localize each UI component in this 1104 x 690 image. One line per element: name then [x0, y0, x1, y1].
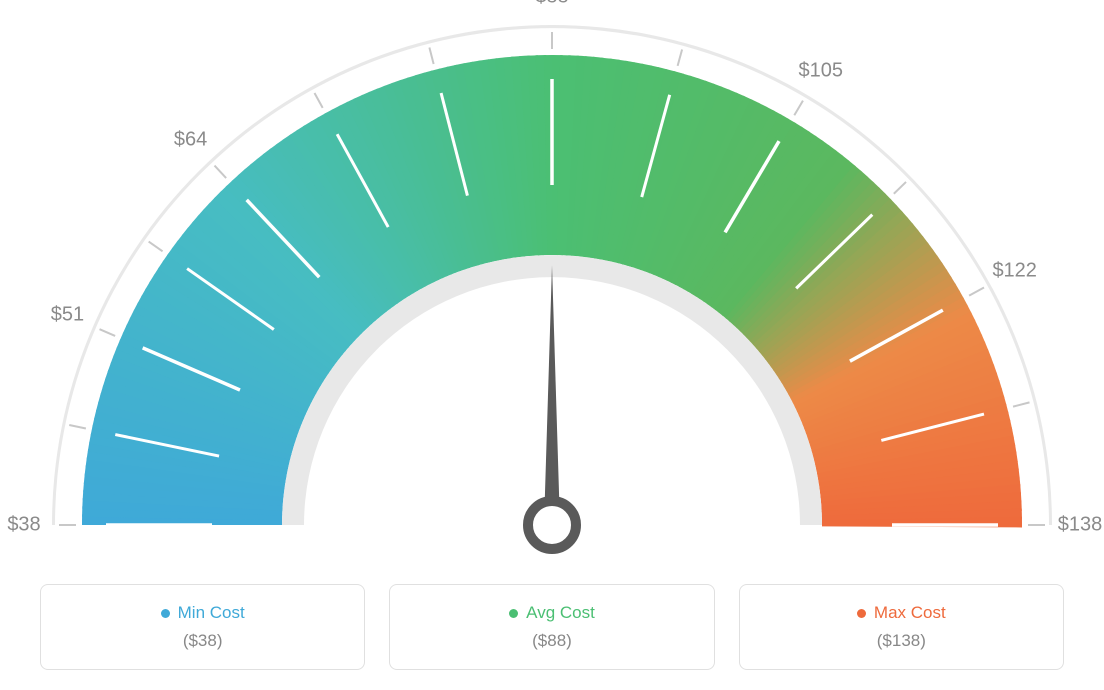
gauge-tick-label: $138: [1058, 514, 1103, 537]
gauge-tick-label: $64: [174, 129, 207, 152]
legend-dot-max: [857, 609, 866, 618]
legend-box-min: Min Cost ($38): [40, 584, 365, 670]
gauge-tick-label: $88: [535, 0, 568, 9]
legend-area: Min Cost ($38) Avg Cost ($88) Max Cost (…: [40, 584, 1064, 670]
legend-label-min: Min Cost: [178, 603, 245, 623]
legend-label-max: Max Cost: [874, 603, 946, 623]
legend-title-min: Min Cost: [51, 603, 354, 623]
gauge-svg: [0, 0, 1104, 570]
legend-box-avg: Avg Cost ($88): [389, 584, 714, 670]
legend-dot-avg: [509, 609, 518, 618]
legend-value-max: ($138): [750, 631, 1053, 651]
legend-dot-min: [161, 609, 170, 618]
legend-value-avg: ($88): [400, 631, 703, 651]
gauge-tick-label: $51: [51, 304, 84, 327]
gauge-tick-label: $105: [799, 59, 844, 82]
legend-title-avg: Avg Cost: [400, 603, 703, 623]
gauge-chart-container: $38 $51 $64 $88 $105 $122 $138 Min Cost ($38) …: [0, 0, 1104, 690]
gauge-tick-label: $38: [7, 514, 40, 537]
legend-box-max: Max Cost ($138): [739, 584, 1064, 670]
legend-label-avg: Avg Cost: [526, 603, 595, 623]
gauge-area: $38 $51 $64 $88 $105 $122 $138: [0, 0, 1104, 570]
gauge-tick-label: $122: [992, 259, 1037, 282]
legend-title-max: Max Cost: [750, 603, 1053, 623]
legend-value-min: ($38): [51, 631, 354, 651]
